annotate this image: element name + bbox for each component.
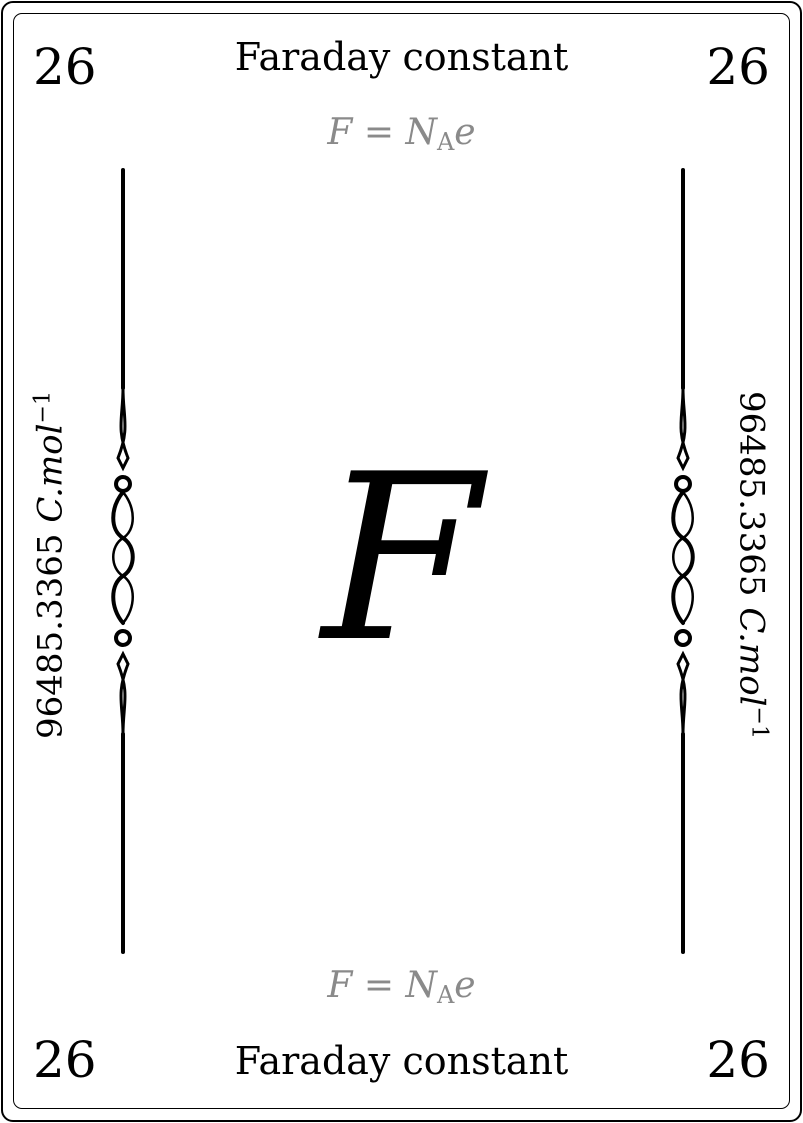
value-unit-exponent: −1 [30, 391, 56, 424]
formula-lhs: F [327, 112, 353, 153]
formula-equals: = [363, 965, 394, 1006]
formula-sub: A [436, 128, 455, 156]
constant-symbol: F [321, 426, 482, 693]
value-number: 96485.3365 [30, 533, 71, 739]
corner-number-bottom-right: 26 [706, 1031, 770, 1089]
formula-bottom: F = NAe [0, 965, 803, 1009]
formula-e: e [454, 112, 476, 153]
corner-number-top-left: 26 [33, 38, 97, 96]
formula-lhs: F [327, 965, 353, 1006]
value-number: 96485.3365 [731, 391, 772, 597]
value-unit: C.mol [731, 607, 772, 707]
formula-sub: A [436, 981, 455, 1009]
formula-top: F = NAe [0, 112, 803, 156]
card-inner-border [13, 13, 790, 1109]
card-title-top: Faraday constant [234, 35, 569, 79]
value-right: 96485.3365 C.mol−1 [731, 391, 772, 739]
formula-e: e [454, 965, 476, 1006]
value-left: 96485.3365 C.mol−1 [30, 391, 70, 739]
card-title-bottom: Faraday constant [234, 1039, 569, 1083]
ornament-right-icon [671, 168, 695, 954]
formula-n: N [405, 112, 437, 153]
value-unit-exponent: −1 [746, 706, 772, 739]
formula-equals: = [363, 112, 394, 153]
formula-n: N [405, 965, 437, 1006]
ornament-left-icon [111, 168, 135, 954]
corner-number-bottom-left: 26 [33, 1031, 97, 1089]
value-unit: C.mol [30, 423, 71, 523]
corner-number-top-right: 26 [706, 38, 770, 96]
